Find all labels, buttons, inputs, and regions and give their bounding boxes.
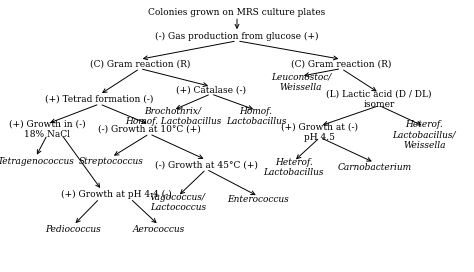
Text: Enterococcus: Enterococcus [228,195,289,205]
Text: Colonies grown on MRS culture plates: Colonies grown on MRS culture plates [148,8,326,17]
Text: Aerococcus: Aerococcus [133,225,185,234]
Text: Tetragenococcus: Tetragenococcus [0,157,74,166]
Text: (L) Lactic acid (D / DL)
isomer: (L) Lactic acid (D / DL) isomer [327,89,432,109]
Text: (+) Catalase (-): (+) Catalase (-) [176,86,246,95]
Text: Homof.
Lactobacillus: Homof. Lactobacillus [226,107,286,126]
Text: (-) Growth at 10°C (+): (-) Growth at 10°C (+) [98,125,201,134]
Text: (C) Gram reaction (R): (C) Gram reaction (R) [291,59,392,69]
Text: (+) Growth at (-)
pH 4.5: (+) Growth at (-) pH 4.5 [282,122,358,142]
Text: Pediococcus: Pediococcus [46,225,101,234]
Text: (+) Growth in (-)
18% NaCl: (+) Growth in (-) 18% NaCl [9,119,86,139]
Text: Heterof.
Lactobacillus/
Weissella: Heterof. Lactobacillus/ Weissella [392,120,456,150]
Text: Heterof.
Lactobacillus: Heterof. Lactobacillus [264,157,324,177]
Text: Streptococcus: Streptococcus [79,157,144,166]
Text: (-) Growth at 45°C (+): (-) Growth at 45°C (+) [155,160,258,169]
Text: (+) Tetrad formation (-): (+) Tetrad formation (-) [46,95,154,104]
Text: (-) Gas production from glucose (+): (-) Gas production from glucose (+) [155,32,319,41]
Text: Vagococcus/
Lactococcus: Vagococcus/ Lactococcus [150,193,206,212]
Text: Carnobacterium: Carnobacterium [337,163,411,172]
Text: (+) Growth at pH 4.4 (-): (+) Growth at pH 4.4 (-) [61,190,172,199]
Text: Brochothrix/
Homof. Lactobacillus: Brochothrix/ Homof. Lactobacillus [125,107,221,126]
Text: (C) Gram reaction (R): (C) Gram reaction (R) [90,59,190,69]
Text: Leuconostoc/
Weissella: Leuconostoc/ Weissella [271,72,331,92]
